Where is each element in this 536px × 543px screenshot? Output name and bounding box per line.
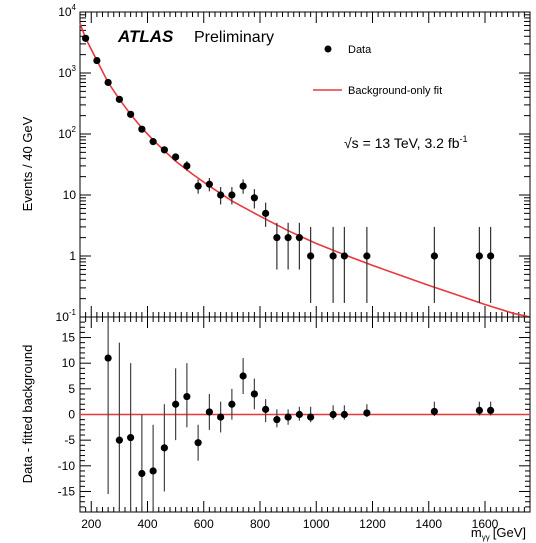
ratio-data-point (329, 410, 337, 419)
ratio-y-tick-label: 0 (68, 408, 75, 422)
ratio-y-axis: -15 -10 -5 0 5 10 15 (58, 321, 530, 508)
main-y-tick-label: 102 (58, 125, 76, 141)
legend-fit-label: Background-only fit (348, 85, 442, 97)
x-tick-label: 1400 (415, 517, 442, 531)
main-y-axis: 10-1 1 10 102 103 104 (56, 3, 530, 324)
ratio-y-axis-label: Data - fitted background (20, 345, 35, 484)
main-y-tick-label: 103 (58, 64, 76, 80)
legend-data-label: Data (348, 44, 372, 56)
background-fit-curve (79, 23, 531, 318)
main-plot-frame (79, 11, 531, 318)
main-data-point (205, 180, 213, 188)
main-data-point (93, 56, 101, 65)
main-data-point (284, 234, 292, 242)
ratio-data-point (307, 413, 315, 421)
ratio-y-tick-label: 15 (62, 331, 76, 345)
main-data-point (475, 252, 483, 260)
main-data-points (82, 34, 495, 303)
ratio-data-point (205, 408, 213, 416)
main-data-point (82, 34, 90, 42)
ratio-x-axis: 200 400 600 800 1000 1200 1400 1600 (79, 317, 531, 531)
main-y-tick-label: 10-1 (56, 308, 77, 324)
main-data-point (160, 146, 168, 154)
legend-data-marker (324, 45, 332, 53)
ratio-data-point (250, 390, 258, 398)
ratio-data-point (239, 372, 247, 380)
ratio-y-tick-label: -5 (64, 433, 75, 447)
main-data-point (228, 191, 236, 199)
main-data-point (138, 125, 146, 133)
ratio-y-tick-label: 10 (62, 356, 76, 370)
ratio-data-point (160, 444, 168, 452)
ratio-y-tick-label: 5 (68, 382, 75, 396)
main-data-point (149, 138, 157, 146)
ratio-data-point (194, 439, 202, 447)
legend: Data Background-only fit (313, 44, 442, 97)
ratio-data-point (138, 469, 146, 478)
ratio-data-point (217, 413, 225, 421)
main-data-point (172, 153, 180, 161)
main-data-point (273, 234, 281, 242)
x-tick-label: 1600 (472, 517, 499, 531)
main-data-point (183, 162, 191, 170)
ratio-data-point (127, 433, 135, 442)
x-axis-label: mγγ [GeV] (471, 525, 526, 542)
ratio-y-tick-label: -10 (58, 459, 76, 473)
x-tick-label: 800 (250, 517, 270, 531)
main-data-point (217, 191, 225, 199)
main-data-point (307, 252, 315, 260)
background-fit-line (79, 23, 531, 318)
ratio-data-point (104, 354, 112, 362)
ratio-data-point (172, 400, 180, 408)
x-tick-label: 600 (194, 517, 214, 531)
main-data-point (194, 182, 202, 190)
ratio-data-point (475, 406, 483, 414)
ratio-data-point (228, 400, 236, 408)
x-tick-label: 400 (137, 517, 157, 531)
atlas-label: ATLAS (117, 27, 174, 46)
ratio-data-point (363, 409, 371, 417)
ratio-data-point (487, 406, 495, 414)
main-data-point (340, 252, 348, 260)
main-data-point (262, 209, 270, 217)
ratio-data-point (273, 416, 281, 424)
main-data-point (430, 252, 438, 260)
main-y-tick-label: 1 (69, 249, 76, 263)
ratio-data-point (295, 410, 303, 419)
main-data-point (115, 95, 123, 103)
main-panel: 10-1 1 10 102 103 104 Events / 40 GeV ATLAS P… (20, 3, 531, 324)
ratio-data-point (430, 407, 438, 416)
main-y-tick-label: 10 (63, 188, 77, 202)
ratio-data-point (284, 413, 292, 421)
x-tick-label: 200 (81, 517, 101, 531)
main-x-axis (79, 12, 531, 317)
main-data-point (329, 252, 337, 260)
ratio-data-point (183, 392, 191, 401)
ratio-data-points (104, 317, 495, 512)
main-data-point (363, 252, 371, 260)
main-data-point (295, 234, 303, 242)
main-data-point (104, 78, 112, 87)
ratio-data-point (149, 467, 157, 475)
main-data-point (487, 252, 495, 260)
ratio-data-point (262, 405, 270, 413)
x-tick-label: 1200 (359, 517, 386, 531)
main-y-tick-label: 104 (58, 3, 76, 19)
main-data-point (250, 194, 258, 202)
ratio-y-tick-label: -15 (58, 484, 76, 498)
atlas-sublabel: Preliminary (194, 29, 274, 46)
ratio-data-point (115, 436, 123, 444)
energy-lumi-label: √s = 13 TeV, 3.2 fb-1 (344, 134, 468, 151)
ratio-data-point (340, 410, 348, 419)
ratio-panel: -15 -10 -5 0 5 10 15 200 400 600 800 1000 1200 1400 1… (20, 316, 531, 542)
main-data-point (127, 110, 135, 118)
x-tick-label: 1000 (303, 517, 330, 531)
main-data-point (239, 182, 247, 190)
main-y-axis-label: Events / 40 GeV (20, 116, 35, 211)
